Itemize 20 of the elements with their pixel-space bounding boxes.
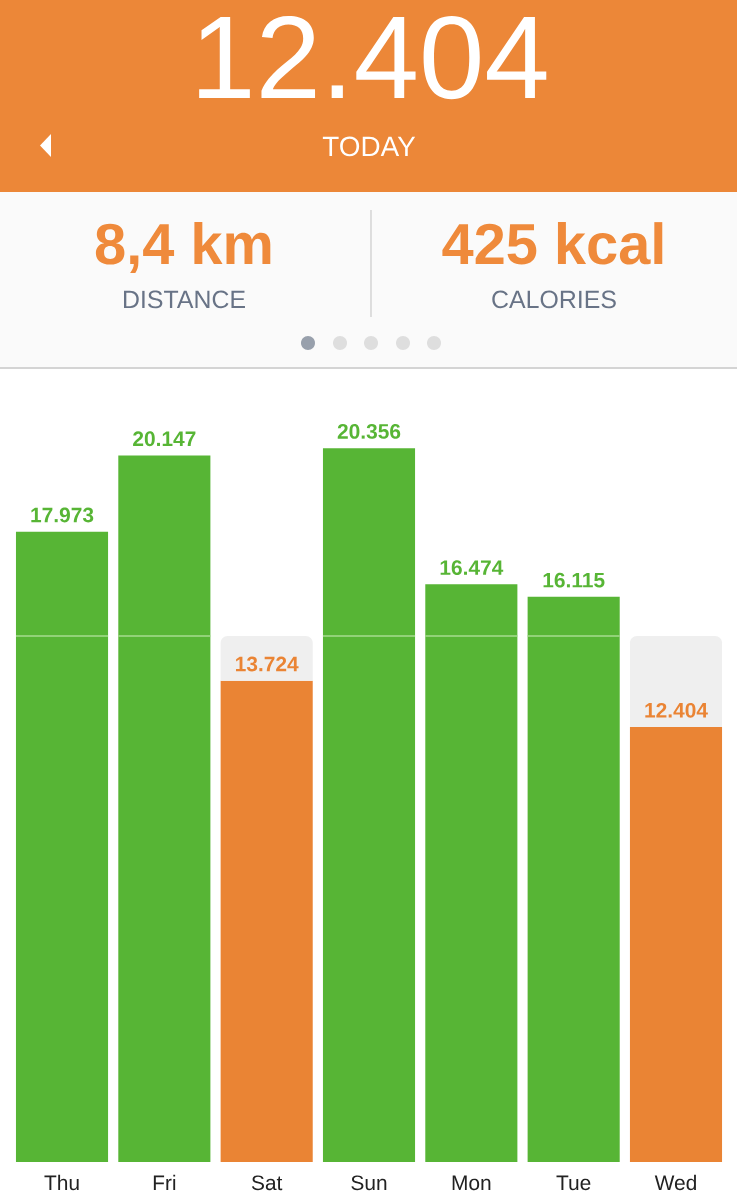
data-label: 13.724: [236, 656, 299, 672]
x-tick-label: Thu: [44, 1174, 79, 1191]
x-tick-label: Sun: [351, 1175, 387, 1191]
data-label: 20.356: [337, 424, 401, 439]
text: CALORIES: [492, 290, 616, 309]
x-tick-label: Sat: [251, 1175, 283, 1191]
x-tick-label: Tue: [556, 1175, 591, 1191]
data-label: 17.973: [31, 507, 94, 523]
chart-title: 12.404: [199, 15, 547, 100]
data-label: 20.147: [133, 431, 196, 447]
x-tick-label: Wed: [654, 1174, 696, 1191]
text: DISTANCE: [124, 290, 245, 309]
data-label: 16.474: [440, 560, 504, 575]
text: 8,4 km: [95, 222, 271, 273]
x-tick-label: Mon: [452, 1175, 491, 1191]
data-label: 12.404: [645, 702, 708, 718]
data-label: 16.115: [543, 572, 605, 588]
text: 425 kcal: [442, 222, 663, 265]
chart-subtitle: TODAY: [322, 136, 416, 157]
x-tick-label: Fri: [153, 1174, 176, 1190]
